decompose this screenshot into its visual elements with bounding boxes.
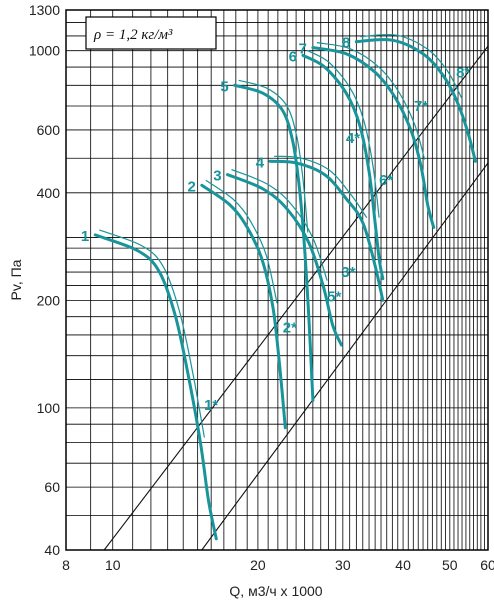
x-tick-label: 60: [480, 557, 494, 573]
x-tick-label: 50: [442, 557, 458, 573]
fan-curve-1: [93, 233, 218, 541]
curve-label-7: 7: [299, 41, 307, 58]
fan-curves: [93, 33, 477, 541]
y-tick-label: 400: [37, 185, 61, 201]
fan-curve-1-envelope: [99, 229, 205, 438]
system-line: [103, 45, 488, 550]
density-annotation: ρ = 1,2 кг/м³: [93, 27, 173, 43]
curve-label-4: 4: [256, 154, 265, 171]
x-tick-label: 8: [62, 557, 70, 573]
y-tick-label: 100: [37, 400, 61, 416]
curve-point-label: 7*: [414, 98, 428, 115]
fan-curve-4-envelope: [274, 155, 368, 219]
grid: [66, 10, 489, 550]
curve-label-2: 2: [187, 178, 195, 195]
fan-curve-3-envelope: [231, 169, 328, 281]
fan-curve-2-envelope: [205, 179, 278, 304]
y-tick-label: 60: [44, 479, 60, 495]
x-tick-label: 30: [335, 557, 351, 573]
curve-point-label: 6*: [379, 172, 393, 189]
y-tick-label: 1300: [29, 2, 60, 18]
fan-curve-2: [200, 183, 287, 430]
curve-point-label: 5*: [327, 289, 341, 306]
curve-label-6: 6: [289, 48, 297, 65]
curve-point-label: 3*: [341, 264, 355, 281]
density-box: ρ = 1,2 кг/м³: [85, 16, 217, 50]
curve-label-3: 3: [213, 168, 221, 185]
y-tick-label: 600: [37, 122, 61, 138]
x-tick-label: 40: [395, 557, 411, 573]
x-tick-label: 10: [105, 557, 121, 573]
fan-curve-6-envelope: [306, 49, 380, 218]
x-tick-label: 20: [250, 557, 266, 573]
curve-point-label: 1*: [204, 397, 218, 414]
curve-labels: 1 2 3 4 5 6 7 8 1* 2* 3* 4* 5* 6* 7* 8*: [81, 35, 471, 414]
fan-curve-7-envelope: [316, 42, 426, 160]
fan-curve-5: [233, 83, 315, 402]
y-tick-label: 40: [44, 542, 60, 558]
fan-curve-3: [226, 173, 343, 347]
x-axis-title: Q, м3/ч x 1000: [229, 583, 322, 599]
curve-point-label: 8*: [456, 64, 470, 81]
fan-curve-7: [311, 46, 436, 229]
reference-lines: [103, 45, 488, 550]
fan-curve-8: [354, 38, 477, 163]
curve-point-label: 4*: [346, 130, 360, 147]
plot-frame: [65, 9, 489, 551]
curve-point-label: 2*: [283, 319, 297, 336]
fan-curve-8-envelope: [360, 33, 463, 100]
curve-label-8: 8: [342, 35, 350, 52]
tick-labels: 8 10 20 30 40 50 60 40 60 100 200 400 600 1000 1300: [29, 2, 494, 573]
fan-curve-5-envelope: [238, 79, 309, 233]
fan-curve-6: [301, 53, 385, 281]
y-tick-label: 200: [37, 292, 61, 308]
curve-label-1: 1: [81, 228, 89, 245]
curve-label-5: 5: [220, 78, 228, 95]
y-tick-label: 1000: [29, 43, 60, 59]
y-axis-title: Pv, Па: [8, 259, 24, 300]
system-line: [201, 161, 488, 550]
